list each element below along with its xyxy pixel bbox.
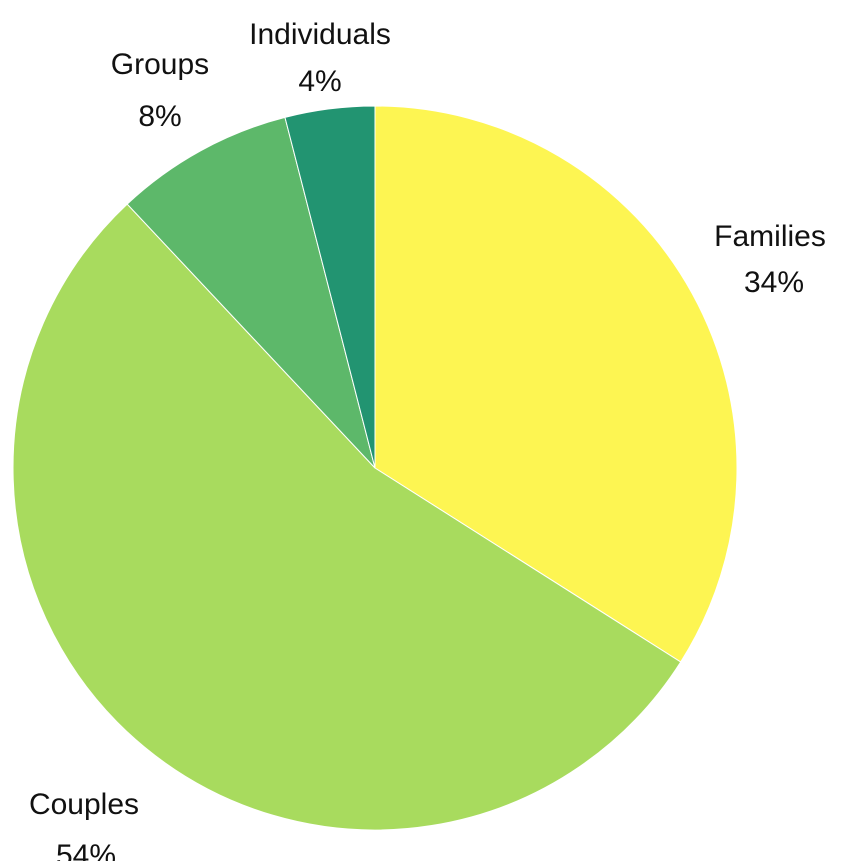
slice-value-label-families: 34% [744, 266, 804, 299]
pie-slice-families [374, 105, 738, 663]
pie-slices [12, 105, 738, 831]
slice-value-label-groups: 8% [138, 100, 181, 133]
slice-label-groups: Groups [111, 48, 209, 81]
slice-value-label-individuals: 4% [298, 65, 341, 98]
pie-slice-couples [12, 203, 682, 831]
slice-label-families: Families [714, 220, 826, 253]
slice-value-label-couples: 54% [56, 839, 116, 861]
slice-label-couples: Couples [29, 788, 139, 821]
pie-slice-groups [126, 116, 376, 469]
pie-slice-individuals [284, 105, 376, 469]
slice-label-individuals: Individuals [249, 18, 391, 51]
pie-labels: Families 34% Couples 54% Groups 8% Individuals… [29, 18, 826, 861]
